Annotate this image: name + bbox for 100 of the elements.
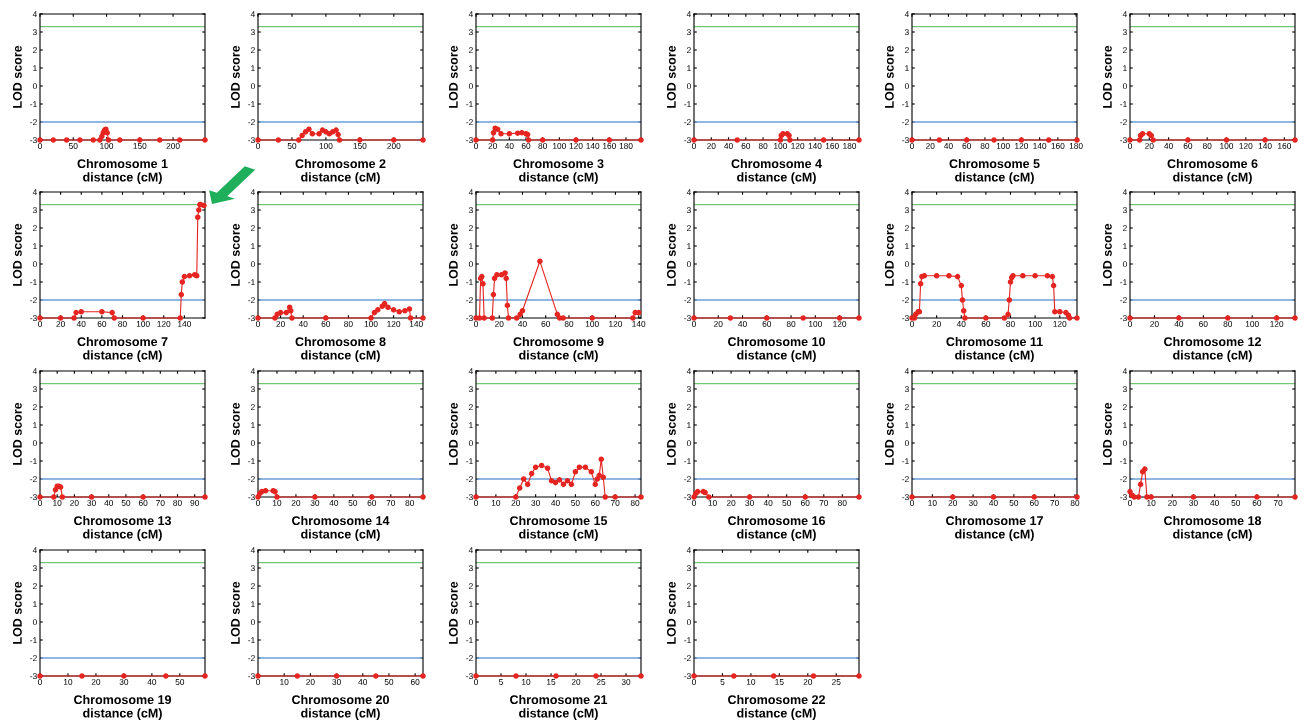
- x-tick-label: 30: [1189, 500, 1198, 506]
- y-tick-label: 4: [904, 189, 909, 196]
- x-axis-title: Chromosome 17 distance (cM): [946, 515, 1043, 541]
- x-tick-label: 30: [119, 679, 129, 685]
- x-axis-title: Chromosome 3 distance (cM): [513, 158, 604, 184]
- x-tick-label: 120: [609, 321, 623, 327]
- y-tick-label: -3: [466, 315, 473, 322]
- x-tick-label: 0: [474, 500, 478, 506]
- x-tick-label: 0: [38, 679, 42, 685]
- x-tick-label: 70: [386, 500, 396, 506]
- y-axis-title: LOD score: [12, 223, 22, 286]
- x-tick-label: 40: [1174, 321, 1184, 327]
- y-tick-label: 4: [32, 11, 37, 18]
- y-tick-label: 1: [33, 601, 37, 608]
- x-tick-label: 0: [692, 500, 696, 506]
- y-tick-label: -2: [30, 655, 37, 662]
- x-tick-label: 20: [926, 143, 935, 149]
- y-tick-label: -1: [30, 101, 37, 108]
- x-tick-label: 120: [833, 321, 847, 327]
- y-tick-label: 0: [468, 261, 473, 268]
- x-tick-label: 60: [1183, 143, 1193, 149]
- y-tick-label: 4: [1122, 11, 1127, 18]
- x-tick-label: 20: [803, 679, 813, 685]
- x-tick-label: 180: [1069, 143, 1083, 149]
- y-tick-label: 2: [1123, 47, 1127, 54]
- x-tick-label: 70: [1273, 500, 1283, 506]
- x-tick-label: 20: [291, 500, 301, 506]
- x-tick-label: 50: [175, 679, 185, 685]
- x-tick-label: 80: [118, 321, 127, 327]
- y-tick-label: 3: [32, 386, 37, 393]
- y-tick-label: 0: [468, 619, 473, 626]
- x-tick-label: 60: [541, 321, 551, 327]
- y-tick-label: 4: [32, 189, 37, 196]
- x-tick-label: 50: [1231, 500, 1241, 506]
- x-axis-title: Chromosome 2 distance (cM): [295, 158, 386, 184]
- x-tick-label: 30: [332, 679, 341, 685]
- y-tick-label: -3: [684, 137, 691, 144]
- y-axis-title: LOD score: [448, 223, 458, 286]
- x-tick-label: 0: [1128, 500, 1132, 506]
- x-tick-label: 40: [989, 500, 998, 506]
- x-tick-label: 5: [499, 679, 503, 685]
- y-tick-label: -1: [248, 637, 255, 644]
- y-tick-label: -2: [684, 297, 691, 304]
- x-tick-label: 80: [1223, 321, 1233, 327]
- y-tick-label: 4: [686, 11, 691, 18]
- y-tick-label: 0: [250, 440, 255, 447]
- y-axis-title: LOD score: [230, 402, 240, 465]
- x-tick-label: 0: [474, 143, 478, 149]
- x-tick-label: 60: [981, 321, 991, 327]
- x-tick-label: 50: [571, 500, 580, 506]
- x-tick-label: 40: [104, 500, 114, 506]
- x-tick-label: 40: [551, 500, 560, 506]
- y-axis-title: LOD score: [1102, 402, 1112, 465]
- x-tick-label: 160: [603, 143, 616, 149]
- y-tick-label: 3: [250, 207, 255, 214]
- x-tick-label: 20: [932, 321, 941, 327]
- x-tick-label: 100: [809, 321, 822, 327]
- y-tick-label: -2: [248, 297, 255, 304]
- y-tick-label: 4: [250, 11, 255, 18]
- y-axis-title: LOD score: [448, 402, 458, 465]
- y-axis-title: LOD score: [12, 581, 22, 644]
- x-tick-label: 120: [1270, 321, 1284, 327]
- x-tick-label: 140: [178, 321, 191, 327]
- y-tick-label: 3: [468, 207, 473, 214]
- x-tick-label: 20: [276, 321, 285, 327]
- y-tick-label: 0: [1122, 83, 1127, 90]
- x-axis-title: Chromosome 10 distance (cM): [728, 336, 825, 362]
- x-tick-label: 90: [190, 500, 199, 506]
- y-tick-label: 3: [686, 565, 691, 572]
- x-tick-label: 40: [329, 500, 339, 506]
- y-tick-label: -3: [248, 494, 255, 501]
- y-tick-label: -3: [684, 673, 691, 680]
- x-tick-label: 50: [121, 500, 131, 506]
- x-tick-label: 80: [1202, 143, 1212, 149]
- y-tick-label: 2: [905, 225, 909, 232]
- x-tick-label: 10: [63, 679, 73, 685]
- y-tick-label: -1: [902, 458, 909, 465]
- x-tick-label: 30: [745, 500, 754, 506]
- y-tick-label: -3: [30, 494, 37, 501]
- y-tick-label: -2: [1120, 297, 1127, 304]
- y-tick-label: -1: [684, 458, 691, 465]
- x-tick-label: 50: [384, 679, 394, 685]
- x-tick-label: 40: [944, 143, 953, 149]
- y-tick-label: -2: [466, 297, 473, 304]
- x-tick-label: 5: [720, 679, 725, 685]
- y-tick-label: 3: [468, 29, 473, 36]
- x-tick-label: 200: [387, 143, 401, 149]
- x-tick-label: 20: [714, 321, 723, 327]
- y-tick-label: 1: [251, 65, 255, 72]
- x-tick-label: 80: [173, 500, 182, 506]
- x-axis-title: Chromosome 22 distance (cM): [728, 694, 825, 720]
- x-tick-label: 30: [968, 500, 978, 506]
- y-tick-label: 2: [251, 225, 255, 232]
- y-tick-label: 0: [686, 619, 691, 626]
- y-axis-title: LOD score: [884, 402, 894, 465]
- y-tick-label: 0: [904, 261, 909, 268]
- x-tick-label: 180: [843, 143, 857, 149]
- x-tick-label: 20: [707, 143, 716, 149]
- x-tick-label: 60: [138, 500, 148, 506]
- x-tick-label: 100: [100, 143, 114, 149]
